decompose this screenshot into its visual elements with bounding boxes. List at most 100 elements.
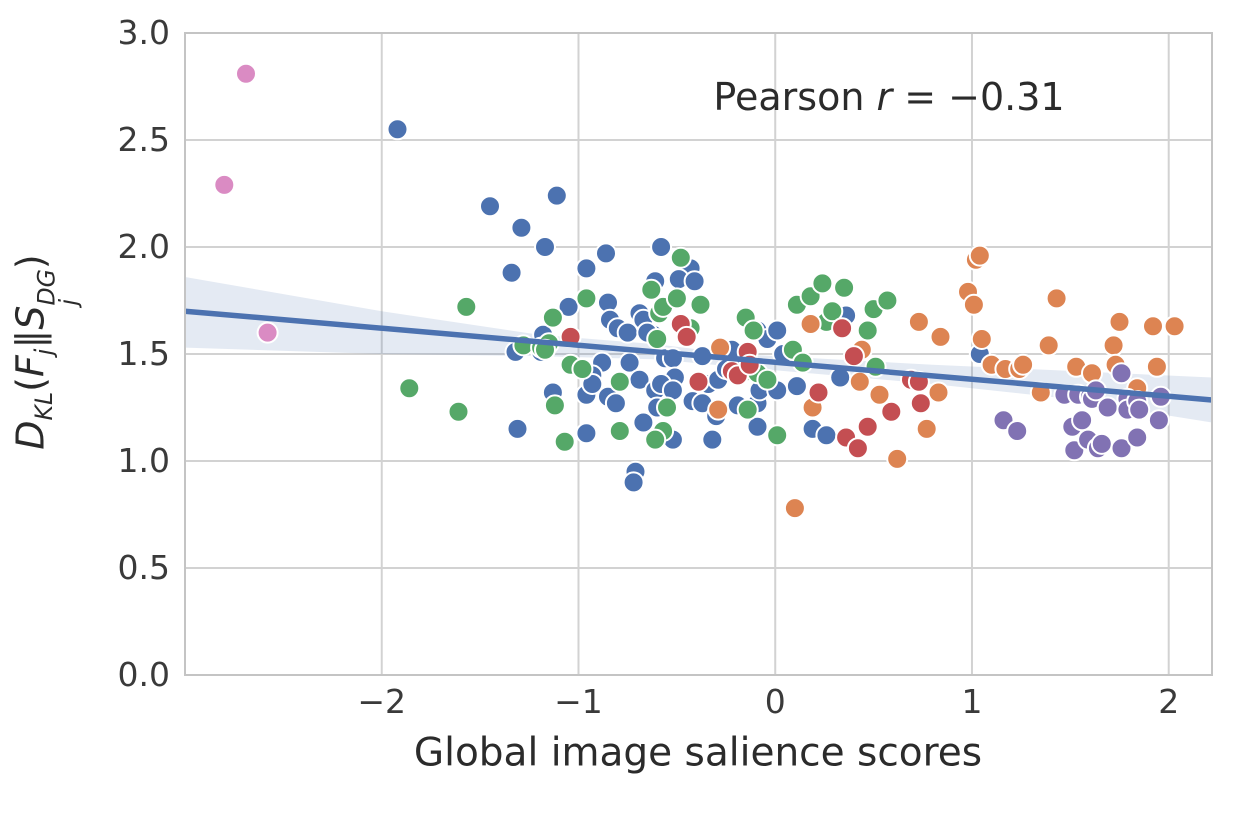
- data-point: [622, 471, 645, 494]
- data-point: [675, 325, 698, 348]
- data-point: [543, 394, 566, 417]
- y-tick-label: 1.5: [118, 334, 170, 373]
- y-axis-label: DKL(Fj∥S DG j): [8, 254, 83, 450]
- data-point: [689, 293, 712, 316]
- data-point: [831, 317, 854, 340]
- data-point: [479, 195, 501, 218]
- data-point: [783, 497, 806, 520]
- data-point: [821, 300, 844, 323]
- data-point: [506, 417, 529, 440]
- data-point: [575, 287, 598, 310]
- data-point: [553, 430, 576, 453]
- data-point: [608, 420, 631, 442]
- data-point: [632, 411, 655, 434]
- data-point: [235, 62, 257, 85]
- data-point: [1142, 315, 1164, 338]
- x-tick-label: 1: [961, 682, 982, 721]
- data-point: [618, 351, 641, 374]
- data-point: [386, 118, 409, 141]
- data-point: [1145, 355, 1168, 378]
- data-point: [766, 424, 789, 447]
- data-point: [595, 242, 617, 265]
- data-point: [1012, 353, 1035, 376]
- data-point: [785, 375, 808, 398]
- data-point: [1108, 310, 1131, 333]
- x-tick-label: 0: [765, 682, 786, 721]
- data-point: [447, 400, 470, 423]
- data-point: [500, 261, 523, 284]
- annotation-variable: r: [876, 75, 893, 119]
- x-tick-label: −1: [554, 682, 603, 721]
- data-point: [807, 381, 830, 404]
- regression-line: [184, 308, 1213, 403]
- data-point: [510, 216, 533, 239]
- annotation-prefix: Pearson: [713, 75, 877, 119]
- plot-border: [184, 32, 1213, 676]
- data-point: [534, 236, 556, 258]
- data-point: [766, 319, 789, 342]
- tick-labels: −2 −1 0 1 2 0.0 0.5 1.0 1.5 2.0 2.5 3.0: [118, 13, 1180, 721]
- data-point: [842, 345, 865, 368]
- data-point: [815, 424, 838, 447]
- data-point: [1128, 398, 1151, 421]
- data-point: [687, 370, 710, 393]
- data-point: [909, 392, 932, 415]
- data-point: [646, 328, 669, 350]
- data-point: [683, 270, 706, 293]
- data-point: [1096, 396, 1119, 419]
- data-point: [398, 377, 421, 400]
- data-point: [707, 398, 730, 421]
- data-point: [886, 447, 909, 470]
- data-point: [929, 325, 952, 348]
- data-point: [644, 428, 667, 451]
- data-point: [1110, 362, 1133, 385]
- y-tick-label: 2.0: [118, 227, 170, 266]
- data-point: [541, 306, 564, 329]
- y-tick-label: 1.0: [118, 441, 170, 480]
- data-point: [833, 276, 856, 299]
- pearson-annotation: Pearson r = −0.31: [713, 75, 1064, 119]
- data-point: [970, 328, 993, 350]
- data-point: [575, 422, 598, 445]
- y-tick-label: 0.5: [118, 548, 170, 587]
- data-point: [656, 396, 678, 419]
- data-point: [962, 293, 985, 316]
- data-point: [846, 437, 869, 460]
- data-point: [604, 392, 627, 415]
- data-point: [608, 370, 631, 393]
- data-point: [856, 415, 879, 438]
- data-point: [256, 321, 279, 344]
- x-tick-label: −2: [357, 682, 406, 721]
- data-point: [575, 257, 598, 280]
- data-point: [1110, 437, 1133, 460]
- x-axis-label: Global image salience scores: [413, 730, 983, 776]
- data-point: [669, 246, 692, 269]
- data-point: [557, 295, 580, 318]
- group-blue: [386, 118, 991, 494]
- data-point: [848, 370, 871, 393]
- data-point: [650, 236, 673, 258]
- data-point: [1126, 426, 1149, 449]
- data-point: [915, 417, 938, 440]
- data-point: [968, 244, 991, 267]
- group-pink: [213, 62, 279, 344]
- data-point: [545, 184, 568, 207]
- data-point: [742, 319, 765, 342]
- annotation-value: = −0.31: [892, 75, 1065, 119]
- x-tick-label: 2: [1158, 682, 1179, 721]
- data-point: [1006, 420, 1029, 442]
- data-point: [876, 289, 899, 312]
- data-point: [581, 373, 604, 395]
- data-point: [927, 381, 950, 404]
- data-point: [880, 400, 903, 423]
- data-point: [640, 278, 663, 301]
- data-point: [907, 310, 930, 333]
- data-point: [1090, 432, 1113, 455]
- y-tick-label: 2.5: [118, 120, 170, 159]
- data-point: [1147, 409, 1170, 432]
- data-point: [736, 398, 759, 421]
- y-tick-label: 0.0: [118, 655, 170, 694]
- data-point: [1045, 287, 1068, 310]
